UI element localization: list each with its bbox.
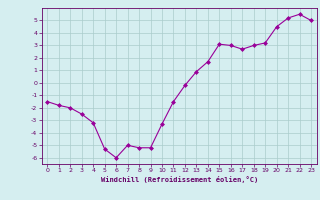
X-axis label: Windchill (Refroidissement éolien,°C): Windchill (Refroidissement éolien,°C) <box>100 176 258 183</box>
